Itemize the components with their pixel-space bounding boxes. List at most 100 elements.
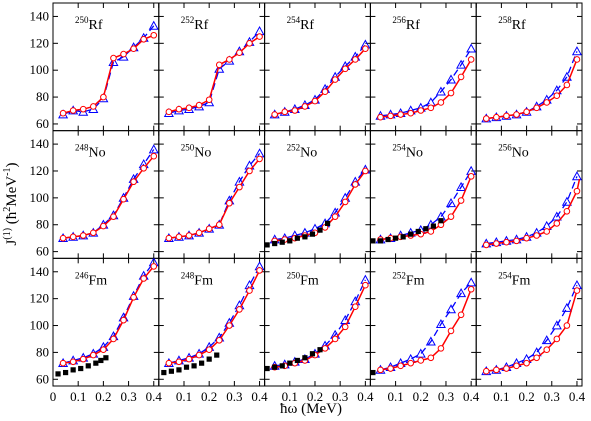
panel-label: 248Fm [181,270,213,288]
series-red-point [246,287,253,294]
x-tick-label: 0.3 [120,389,136,404]
series-red-point [457,311,465,319]
x-tick-label: 0.3 [332,389,348,404]
series-red-point [493,240,500,247]
y-tick-label: 60 [36,371,49,386]
panel-frame [475,257,583,387]
series-blue-line [168,153,261,239]
series-red-point [543,228,551,235]
series-blue-line [380,48,472,117]
series-red-point [493,113,500,121]
panel-248-Fm: 0.1 0.2 0.3 0.4 248Fm [158,257,268,404]
series-red-point [482,367,490,375]
series-red-point [427,104,435,112]
panel-label: 258Rf [498,15,526,33]
series-blue-line [486,284,578,372]
panel-254-Fm: 0.1 0.2 0.3 0.4 254Fm [475,257,586,404]
series-exp-point [309,231,316,237]
series-blue-point [551,211,562,221]
series-red-point [140,164,147,172]
series-red-point [523,108,530,116]
series-red-point [503,365,510,372]
series-exp-point [98,357,104,364]
x-tick-label: 0.3 [226,389,242,404]
series-red-point [533,104,540,112]
x-tick-label: 0.2 [201,389,217,404]
series-blue-point [571,171,583,181]
series-blue-point [445,74,457,84]
series-exp-point [70,367,76,373]
panel-label-mass: 254 [498,270,512,280]
series-blue-point [466,277,477,287]
series-blue-line [486,176,578,245]
series-red-point [215,337,223,344]
series-exp-point [400,234,406,240]
y-tick-label: 120 [30,35,50,50]
series-red-point [100,222,107,230]
series-red-line [380,59,472,118]
series-red-point [387,365,394,372]
series-red-point [351,303,359,311]
series-blue-point [456,288,467,298]
y-axis-title-paren-close: ) [4,163,20,168]
series-red-point [150,152,158,160]
panel-label: 246Fm [75,270,107,288]
panel-label-mass: 250 [75,15,89,25]
series-blue-point [456,59,467,69]
panel-data [55,258,159,377]
series-blue-point [435,318,446,329]
panel-258-Rf: 258Rf [475,2,583,132]
panel-256-No: 256No [475,130,583,259]
series-blue-line [486,51,578,120]
panel-label: 252Rf [181,15,209,33]
series-exp-point [317,227,323,233]
y-tick-label: 60 [36,244,49,259]
series-red-point [100,93,107,101]
series-blue-line [168,30,261,114]
series-red-point [69,233,77,241]
series-exp-point [392,235,399,241]
series-exp-point [264,365,270,372]
panel-frame [52,130,160,259]
series-red-point [563,322,571,329]
series-red-line [168,35,260,113]
series-blue-line [380,282,472,371]
series-red-point [437,99,445,106]
series-blue-line [62,25,155,116]
series-blue-point [456,181,467,191]
series-exp-point [62,369,69,376]
series-red-point [523,234,530,242]
series-exp-point [161,369,167,376]
panel-label-element: Fm [300,273,319,288]
series-red-point [503,112,510,120]
series-exp-point [370,369,376,376]
series-exp-point [287,360,293,366]
panel-label-mass: 252 [287,143,301,153]
series-red-point [493,366,500,374]
y-tick-label: 100 [30,190,50,205]
y-axis-title-unit: MeV [4,176,20,207]
series-red-point [130,178,137,186]
y-axis-title-paren-open: (ħ [4,211,20,228]
series-red-point [341,65,349,73]
series-red-point [387,112,394,120]
series-red-point [467,285,475,293]
panel-label-element: No [406,146,423,161]
y-axis-title-sup3: -1 [2,168,13,176]
series-red-line [62,34,155,114]
x-tick-label: 0.1 [176,389,192,404]
panel-frame [264,2,371,132]
series-exp-point [279,239,285,245]
series-red-point [457,197,465,204]
series-red-point [215,221,223,229]
series-red-point [195,101,203,109]
series-red-point [301,103,309,110]
series-blue-line [62,261,155,364]
series-red-point [271,111,278,118]
series-exp-point [309,351,316,357]
series-red-point [205,346,213,354]
series-red-point [362,167,369,175]
panel-label: 256Rf [392,15,420,33]
series-blue-point [561,71,572,81]
series-red-point [150,263,158,270]
